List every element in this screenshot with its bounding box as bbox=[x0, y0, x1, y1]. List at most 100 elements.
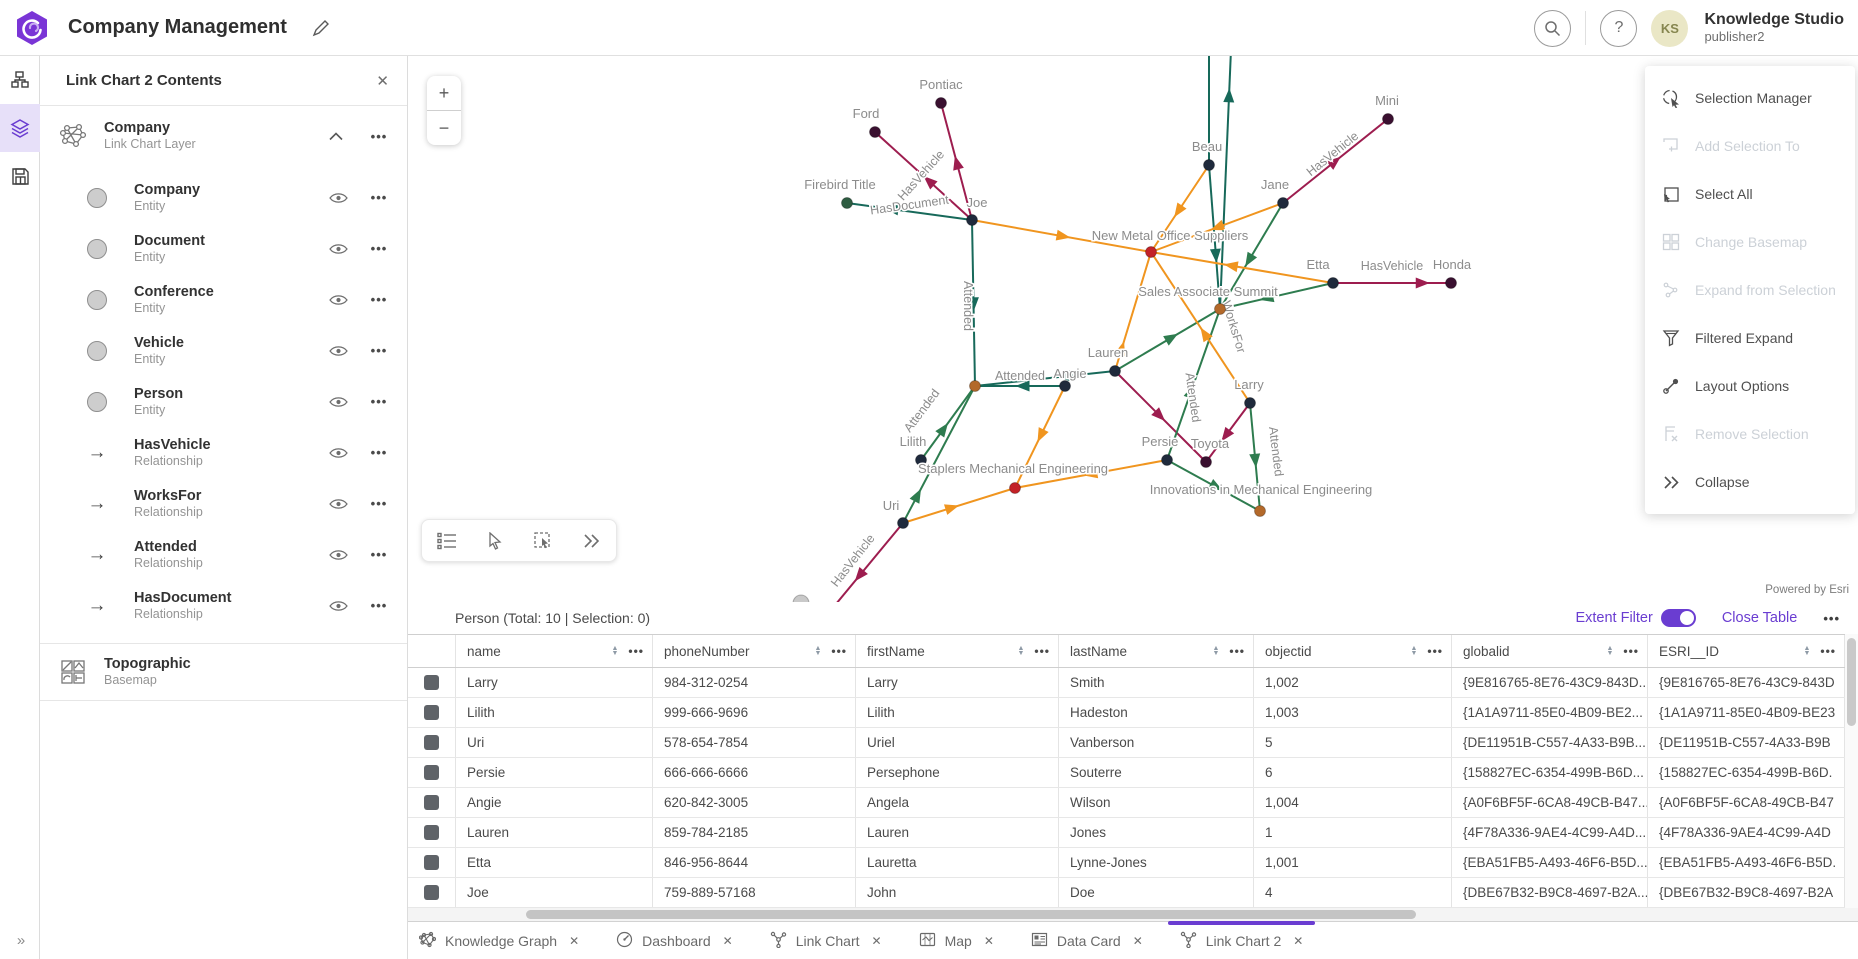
visibility-eye-icon[interactable] bbox=[325, 243, 351, 255]
table-row[interactable]: Persie 666-666-6666 Persephone Souterre 6 {15… bbox=[408, 758, 1845, 788]
node-edgecluster[interactable] bbox=[792, 594, 810, 602]
layer-options-button[interactable]: ••• bbox=[370, 128, 388, 144]
row-checkbox[interactable] bbox=[424, 855, 439, 870]
column-options-button[interactable]: ••• bbox=[831, 644, 847, 658]
column-header-objectid[interactable]: objectid ▲ ▼ ••• bbox=[1254, 635, 1452, 667]
layer-item-hasvehicle[interactable]: → HasVehicle Relationship ••• bbox=[40, 427, 407, 478]
item-options-button[interactable]: ••• bbox=[370, 547, 388, 562]
edge-line[interactable] bbox=[836, 522, 904, 602]
scrollbar-thumb[interactable] bbox=[1847, 638, 1856, 726]
link-chart-canvas[interactable]: HasVehicle HasVehicle HasVehicle HasVehicle… bbox=[408, 56, 1858, 602]
table-row[interactable]: Lauren 859-784-2185 Lauren Jones 1 {4F78A336-… bbox=[408, 818, 1845, 848]
table-row[interactable]: Lilith 999-666-9696 Lilith Hadeston 1,003 {1A… bbox=[408, 698, 1845, 728]
visibility-eye-icon[interactable] bbox=[325, 600, 351, 612]
edge-line[interactable] bbox=[1150, 251, 1334, 284]
layer-item-attended[interactable]: → Attended Relationship ••• bbox=[40, 529, 407, 580]
table-row[interactable]: Angie 620-842-3005 Angela Wilson 1,004 {A0F6B… bbox=[408, 788, 1845, 818]
node-newmetal[interactable] bbox=[1145, 246, 1157, 258]
node-persie[interactable] bbox=[1161, 454, 1173, 466]
layer-item-conference[interactable]: Conference Entity ••• bbox=[40, 274, 407, 325]
legend-list-icon[interactable] bbox=[437, 532, 457, 550]
sort-icon[interactable]: ▲ ▼ bbox=[1803, 645, 1811, 657]
item-options-button[interactable]: ••• bbox=[370, 394, 388, 409]
tab-dashboard[interactable]: Dashboard ✕ bbox=[616, 922, 733, 959]
rail-expand-button[interactable]: » bbox=[16, 932, 25, 949]
sort-icon[interactable]: ▲ ▼ bbox=[1606, 645, 1614, 657]
tab-link-chart[interactable]: Link Chart ✕ bbox=[770, 922, 882, 959]
item-options-button[interactable]: ••• bbox=[370, 241, 388, 256]
close-table-button[interactable]: Close Table bbox=[1721, 610, 1798, 626]
sort-icon[interactable]: ▲ ▼ bbox=[1410, 645, 1418, 657]
zoom-out-button[interactable]: − bbox=[438, 117, 450, 138]
table-options-button[interactable]: ••• bbox=[1823, 610, 1840, 626]
node-joe[interactable] bbox=[966, 214, 978, 226]
node-beau[interactable] bbox=[1203, 159, 1215, 171]
node-etta[interactable] bbox=[1327, 277, 1339, 289]
tab-close-icon[interactable]: ✕ bbox=[983, 933, 994, 948]
edge-line[interactable] bbox=[1219, 56, 1232, 310]
column-options-button[interactable]: ••• bbox=[628, 644, 644, 658]
layer-item-worksfor[interactable]: → WorksFor Relationship ••• bbox=[40, 478, 407, 529]
menu-item-filtered-expand[interactable]: Filtered Expand bbox=[1645, 314, 1855, 362]
edge-line[interactable] bbox=[902, 385, 976, 524]
help-button[interactable]: ? bbox=[1600, 9, 1638, 47]
tab-close-icon[interactable]: ✕ bbox=[1293, 933, 1304, 948]
node-firebird[interactable] bbox=[841, 197, 853, 209]
visibility-eye-icon[interactable] bbox=[325, 345, 351, 357]
layer-item-document[interactable]: Document Entity ••• bbox=[40, 223, 407, 274]
node-uri[interactable] bbox=[897, 517, 909, 529]
avatar[interactable]: KS bbox=[1651, 9, 1689, 47]
table-row[interactable]: Uri 578-654-7854 Uriel Vanberson 5 {DE11951B-… bbox=[408, 728, 1845, 758]
item-options-button[interactable]: ••• bbox=[370, 190, 388, 205]
tab-close-icon[interactable]: ✕ bbox=[569, 933, 580, 948]
layer-item-person[interactable]: Person Entity ••• bbox=[40, 376, 407, 427]
node-honda[interactable] bbox=[1445, 277, 1457, 289]
zoom-in-button[interactable]: + bbox=[438, 82, 450, 103]
sort-icon[interactable]: ▲ ▼ bbox=[814, 645, 822, 657]
visibility-eye-icon[interactable] bbox=[325, 396, 351, 408]
expand-toolbar-icon[interactable] bbox=[583, 533, 601, 548]
node-ford[interactable] bbox=[869, 126, 881, 138]
sort-icon[interactable]: ▲ ▼ bbox=[1212, 645, 1220, 657]
column-header-firstname[interactable]: firstName ▲ ▼ ••• bbox=[856, 635, 1059, 667]
visibility-eye-icon[interactable] bbox=[325, 549, 351, 561]
column-options-button[interactable]: ••• bbox=[1229, 644, 1245, 658]
rail-save-button[interactable] bbox=[0, 152, 40, 200]
edit-title-icon[interactable] bbox=[311, 18, 331, 38]
edge-line[interactable] bbox=[1219, 282, 1334, 310]
row-checkbox[interactable] bbox=[424, 735, 439, 750]
search-button[interactable] bbox=[1534, 9, 1572, 47]
node-jane[interactable] bbox=[1277, 197, 1289, 209]
item-options-button[interactable]: ••• bbox=[370, 292, 388, 307]
column-header-name[interactable]: name ▲ ▼ ••• bbox=[456, 635, 653, 667]
node-pontiac[interactable] bbox=[935, 97, 947, 109]
table-row[interactable]: Etta 846-956-8644 Lauretta Lynne-Jones 1,001… bbox=[408, 848, 1845, 878]
column-header-phonenumber[interactable]: phoneNumber ▲ ▼ ••• bbox=[653, 635, 856, 667]
chevron-up-icon[interactable] bbox=[329, 131, 343, 141]
row-checkbox[interactable] bbox=[424, 675, 439, 690]
tab-close-icon[interactable]: ✕ bbox=[722, 933, 733, 948]
edge-line[interactable] bbox=[846, 202, 973, 221]
scrollbar-thumb[interactable] bbox=[526, 910, 1416, 919]
node-angie[interactable] bbox=[1059, 380, 1071, 392]
account-info[interactable]: Knowledge Studio publisher2 bbox=[1704, 11, 1844, 44]
node-brownconf[interactable] bbox=[969, 380, 981, 392]
layer-item-vehicle[interactable]: Vehicle Entity ••• bbox=[40, 325, 407, 376]
menu-item-selection-manager[interactable]: Selection Manager bbox=[1645, 74, 1855, 122]
rail-hierarchy-button[interactable] bbox=[0, 56, 40, 104]
tab-knowledge-graph[interactable]: Knowledge Graph ✕ bbox=[418, 922, 580, 959]
row-checkbox[interactable] bbox=[424, 765, 439, 780]
node-larry[interactable] bbox=[1244, 397, 1256, 409]
node-summit[interactable] bbox=[1214, 303, 1226, 315]
item-options-button[interactable]: ••• bbox=[370, 445, 388, 460]
layer-group-header[interactable]: Company Link Chart Layer ••• bbox=[40, 106, 407, 166]
sort-icon[interactable]: ▲ ▼ bbox=[611, 645, 619, 657]
tab-map[interactable]: Map ✕ bbox=[919, 922, 994, 959]
edge-line[interactable] bbox=[974, 370, 1116, 387]
select-cursor-icon[interactable] bbox=[487, 531, 503, 550]
tab-close-icon[interactable]: ✕ bbox=[1132, 933, 1143, 948]
edge-line[interactable] bbox=[1208, 164, 1221, 310]
column-options-button[interactable]: ••• bbox=[1427, 644, 1443, 658]
column-header-esri__id[interactable]: ESRI__ID ▲ ▼ ••• bbox=[1648, 635, 1845, 667]
visibility-eye-icon[interactable] bbox=[325, 192, 351, 204]
